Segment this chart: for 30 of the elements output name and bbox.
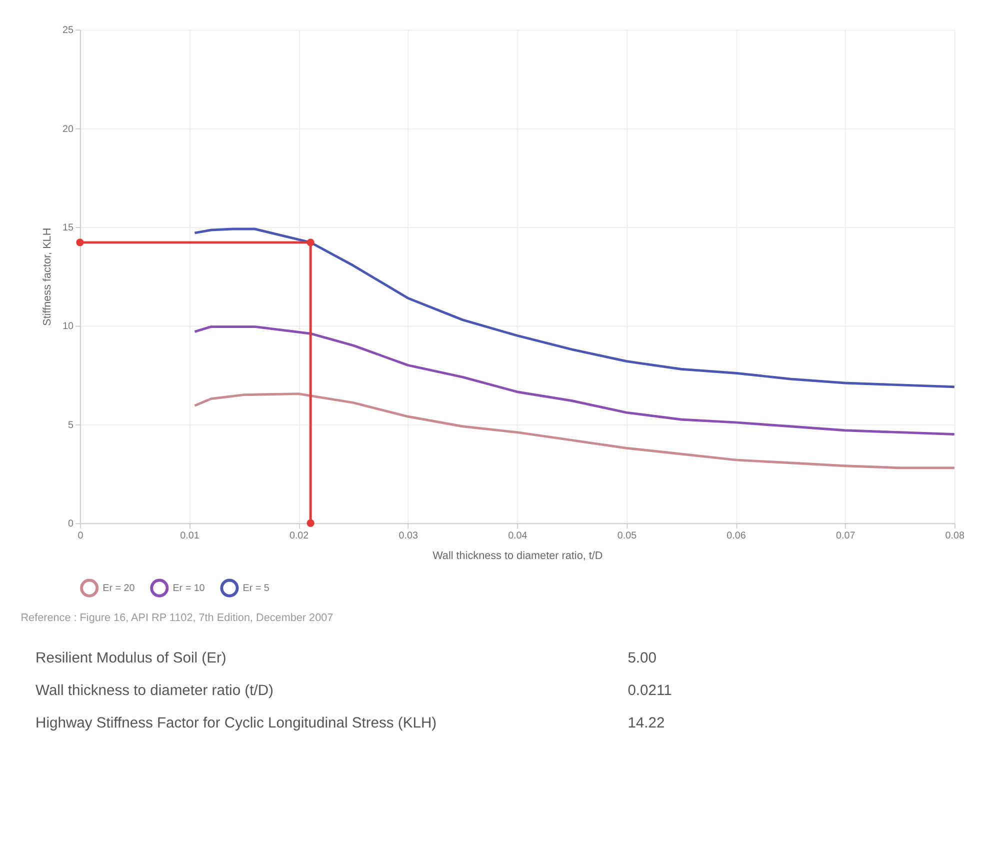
- x-tick-label: 0.03: [398, 530, 418, 542]
- text: Wall thickness to diameter ratio (t/D): [36, 682, 274, 699]
- text: Highway Stiffness Factor for Cyclic Longitudinal Stress (KLH): [36, 715, 437, 732]
- legend-label: Er = 5: [242, 583, 270, 594]
- text: Reference : Figure 16, API RP 1102, 7th Edition, December 2007: [20, 612, 334, 624]
- y-tick-label: 15: [62, 222, 74, 234]
- text: 5.00: [628, 650, 657, 666]
- y-tick-label: 5: [68, 420, 74, 431]
- x-tick-label: 0.04: [508, 530, 528, 542]
- x-tick-label: 0: [78, 530, 84, 542]
- x-tick-label: 0.07: [836, 530, 856, 542]
- x-tick-label: 0.05: [617, 530, 638, 542]
- y-tick-label: 25: [62, 25, 74, 36]
- line-series: [193, 392, 956, 470]
- x-tick-label: 0.08: [945, 530, 965, 542]
- text: 0.0211: [628, 682, 672, 699]
- y-tick-label: 20: [62, 124, 74, 135]
- y-axis-title: Stiffness factor, KLH: [42, 228, 54, 326]
- line-series: [193, 228, 956, 388]
- y-tick-label: 0: [68, 518, 74, 530]
- x-tick-label: 0.01: [180, 530, 200, 542]
- x-tick-label: 0.02: [289, 530, 309, 542]
- x-axis-title: Wall thickness to diameter ratio, t/D: [432, 550, 603, 562]
- text: 14.22: [628, 715, 665, 732]
- y-tick-label: 10: [62, 321, 74, 332]
- x-tick-label: 0.06: [726, 530, 746, 542]
- text: Resilient Modulus of Soil (Er): [36, 650, 226, 666]
- legend-label: Er = 10: [172, 583, 206, 594]
- legend-label: Er = 20: [102, 583, 136, 594]
- line-series: [193, 325, 956, 436]
